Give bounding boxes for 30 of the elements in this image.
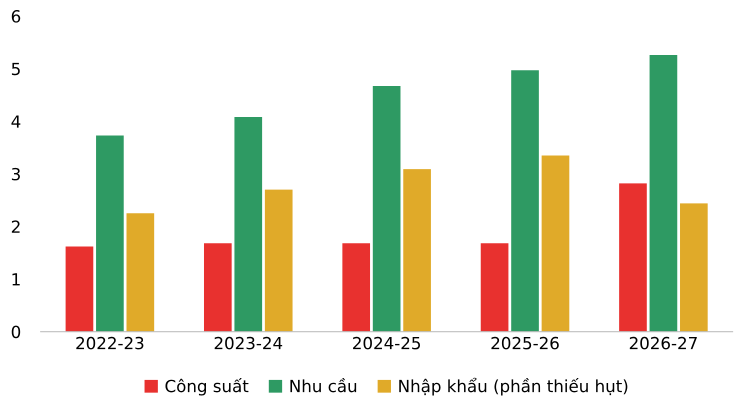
y-tick-label: 4 <box>11 115 20 128</box>
bar <box>372 86 400 332</box>
bar <box>96 135 124 332</box>
x-tick-label: 2026-27 <box>630 336 697 350</box>
legend-label: Nhập khẩu (phần thiếu hụt) <box>399 378 628 396</box>
bar <box>650 55 678 332</box>
bar <box>126 213 154 332</box>
x-tick-label: 2024-25 <box>353 336 420 350</box>
y-tick-label: 6 <box>12 10 20 23</box>
bar <box>234 117 262 332</box>
bar <box>619 183 647 332</box>
y-tick-label: 3 <box>12 168 20 180</box>
x-tick-label: 2022-23 <box>76 336 144 350</box>
bar <box>680 203 708 332</box>
legend-label: Công suất <box>165 378 248 396</box>
bar <box>342 243 370 332</box>
bar <box>542 155 570 332</box>
bar <box>204 243 232 332</box>
bar <box>403 169 431 332</box>
y-tick-label: 5 <box>12 62 20 76</box>
y-tick-label: 0 <box>12 326 20 338</box>
bar <box>264 190 293 332</box>
y-tick-label: 1 <box>12 273 20 286</box>
x-tick-label: 2023-24 <box>214 336 282 350</box>
bar <box>511 70 539 332</box>
y-tick-label: 2 <box>12 220 20 233</box>
bar <box>480 243 508 332</box>
x-tick-label: 2025-26 <box>491 336 559 350</box>
legend-label: Nhu cầu <box>290 378 356 392</box>
bar <box>66 246 94 332</box>
